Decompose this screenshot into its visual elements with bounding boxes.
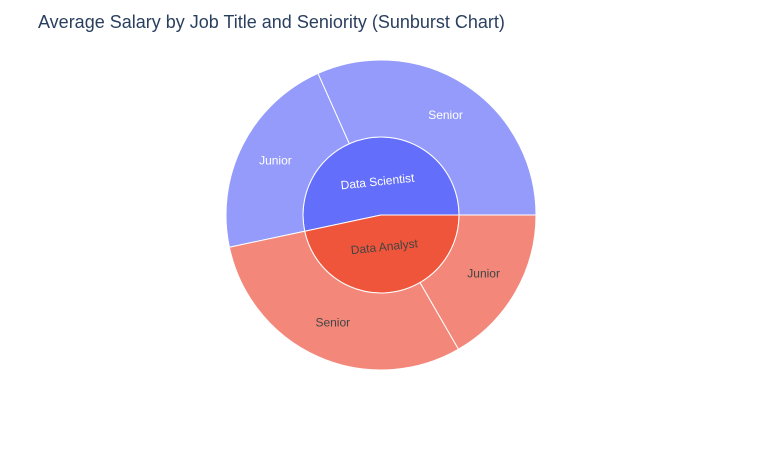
- label-data-analyst-junior: Junior: [467, 266, 500, 280]
- label-data-analyst-senior: Senior: [315, 315, 350, 329]
- label-data-scientist-senior: Senior: [428, 108, 463, 122]
- chart-title: Average Salary by Job Title and Seniorit…: [38, 12, 505, 32]
- segment-data-scientist-senior[interactable]: [317, 59, 537, 216]
- label-data-scientist-junior: Junior: [259, 153, 292, 167]
- segment-data-scientist-junior[interactable]: [225, 72, 350, 248]
- segment-data-analyst-junior[interactable]: [419, 214, 537, 350]
- segment-data-analyst-senior[interactable]: [228, 230, 460, 371]
